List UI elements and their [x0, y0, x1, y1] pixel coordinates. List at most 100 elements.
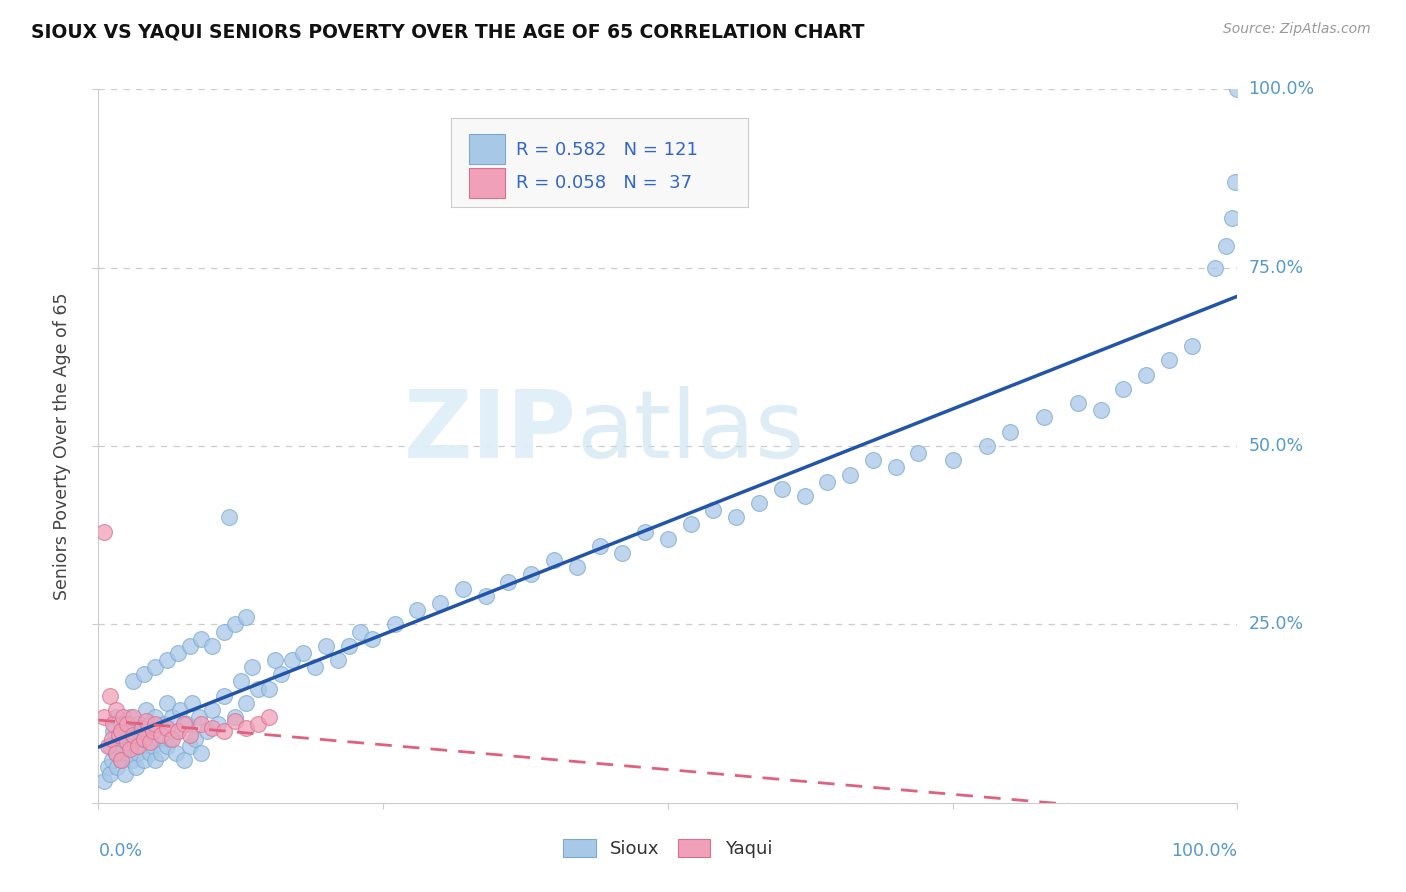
- Point: [148, 731, 170, 746]
- Point: [142, 739, 165, 753]
- Point: [702, 503, 724, 517]
- Point: [1135, 368, 1157, 382]
- Point: [201, 703, 224, 717]
- Point: [135, 714, 157, 728]
- Point: [121, 674, 143, 689]
- Point: [770, 482, 793, 496]
- Point: [498, 574, 520, 589]
- Point: [96, 760, 118, 774]
- Point: [108, 731, 131, 746]
- Point: [98, 767, 121, 781]
- Point: [815, 475, 838, 489]
- Point: [264, 653, 287, 667]
- Legend: Sioux, Yaqui: Sioux, Yaqui: [557, 831, 779, 865]
- Point: [998, 425, 1021, 439]
- Point: [121, 724, 143, 739]
- Point: [180, 696, 202, 710]
- Point: [145, 717, 167, 731]
- Point: [190, 632, 212, 646]
- Y-axis label: Seniors Poverty Over the Age of 65: Seniors Poverty Over the Age of 65: [53, 293, 72, 599]
- Point: [104, 703, 127, 717]
- Point: [112, 739, 135, 753]
- Point: [976, 439, 998, 453]
- FancyBboxPatch shape: [451, 118, 748, 207]
- Point: [135, 703, 157, 717]
- Point: [93, 774, 115, 789]
- Point: [167, 646, 190, 660]
- Point: [224, 617, 246, 632]
- Point: [246, 681, 269, 696]
- Point: [98, 689, 121, 703]
- Point: [142, 724, 165, 739]
- Point: [176, 717, 198, 731]
- Point: [145, 753, 167, 767]
- Point: [218, 510, 240, 524]
- Point: [169, 703, 191, 717]
- Point: [1090, 403, 1112, 417]
- Point: [121, 728, 143, 742]
- Text: 0.0%: 0.0%: [98, 842, 142, 860]
- Point: [1204, 260, 1226, 275]
- Point: [112, 710, 135, 724]
- Point: [179, 739, 201, 753]
- FancyBboxPatch shape: [468, 134, 505, 164]
- Point: [167, 724, 190, 739]
- Point: [93, 524, 115, 539]
- Point: [101, 753, 124, 767]
- Point: [173, 717, 195, 731]
- Point: [839, 467, 862, 482]
- Text: 100.0%: 100.0%: [1249, 80, 1315, 98]
- Text: atlas: atlas: [576, 385, 806, 478]
- Point: [884, 460, 907, 475]
- Text: SIOUX VS YAQUI SENIORS POVERTY OVER THE AGE OF 65 CORRELATION CHART: SIOUX VS YAQUI SENIORS POVERTY OVER THE …: [31, 22, 865, 41]
- Point: [634, 524, 657, 539]
- Point: [315, 639, 337, 653]
- Point: [240, 660, 263, 674]
- Point: [124, 739, 146, 753]
- Point: [105, 760, 128, 774]
- Point: [235, 696, 257, 710]
- Point: [118, 731, 141, 746]
- Point: [110, 717, 132, 731]
- Point: [1223, 175, 1246, 189]
- Point: [120, 710, 142, 724]
- Point: [190, 746, 212, 760]
- Point: [138, 746, 160, 760]
- Point: [127, 739, 149, 753]
- Point: [337, 639, 360, 653]
- Point: [104, 710, 127, 724]
- Point: [212, 624, 235, 639]
- Point: [429, 596, 451, 610]
- Point: [725, 510, 748, 524]
- Point: [153, 717, 176, 731]
- Point: [125, 760, 148, 774]
- Point: [543, 553, 565, 567]
- Text: ZIP: ZIP: [404, 385, 576, 478]
- Point: [326, 653, 349, 667]
- Point: [862, 453, 884, 467]
- Point: [224, 714, 246, 728]
- Point: [132, 753, 155, 767]
- Point: [138, 735, 160, 749]
- Point: [588, 539, 610, 553]
- Point: [474, 589, 496, 603]
- Point: [1181, 339, 1204, 353]
- Point: [115, 735, 138, 749]
- Point: [679, 517, 702, 532]
- Point: [132, 667, 155, 681]
- Point: [156, 721, 179, 735]
- Point: [115, 724, 138, 739]
- Point: [115, 717, 138, 731]
- Point: [162, 731, 184, 746]
- Point: [156, 653, 179, 667]
- Point: [103, 724, 125, 739]
- Point: [131, 721, 153, 735]
- Point: [384, 617, 406, 632]
- Point: [103, 717, 125, 731]
- Text: Source: ZipAtlas.com: Source: ZipAtlas.com: [1223, 22, 1371, 37]
- Text: 50.0%: 50.0%: [1249, 437, 1303, 455]
- Point: [156, 739, 179, 753]
- Point: [657, 532, 679, 546]
- Point: [224, 710, 246, 724]
- Point: [612, 546, 634, 560]
